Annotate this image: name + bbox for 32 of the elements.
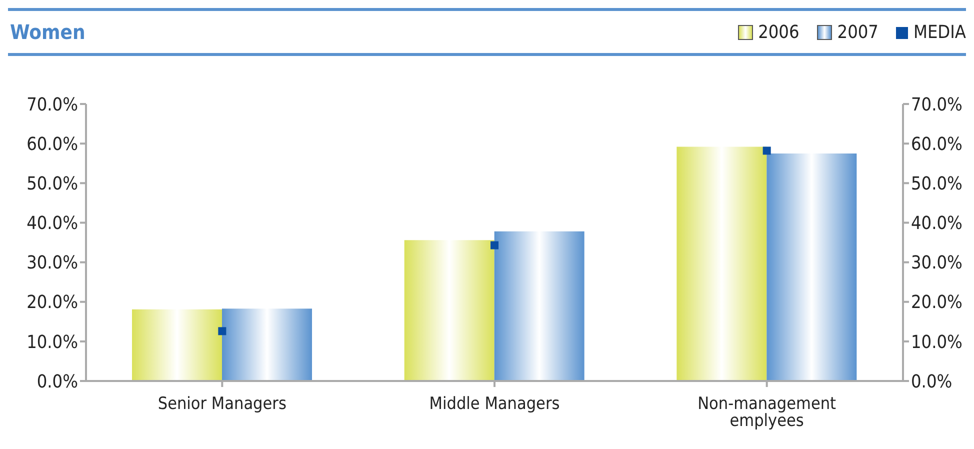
point [762, 146, 771, 155]
y2-tick-label: 60.0% [911, 134, 962, 155]
y-tick-label: 50.0% [26, 174, 78, 195]
y-tick-label: 10.0% [26, 332, 78, 353]
y-tick-label: 70.0% [26, 94, 78, 116]
bar [132, 309, 222, 381]
x-tick-label: Senior Managers [158, 394, 286, 414]
x-tick-label: Non-management emplyees [698, 394, 836, 432]
y2-tick-label: 0.0% [911, 371, 952, 392]
bar [766, 153, 857, 381]
y2-tick-label: 50.0% [911, 174, 962, 195]
legend-label: 2006 [757, 22, 800, 42]
y2-tick-label: 40.0% [911, 213, 962, 234]
y2-tick-label: 10.0% [911, 332, 962, 353]
legend-label: 2007 [836, 22, 878, 42]
y-tick-label: 40.0% [26, 213, 78, 234]
y-tick-label: 30.0% [26, 252, 78, 274]
bar [404, 240, 494, 381]
y2-tick-label: 70.0% [911, 94, 962, 116]
point [490, 241, 498, 250]
y2-tick-label: 20.0% [911, 292, 962, 314]
x-tick-label: Middle Managers [429, 394, 560, 414]
y-tick-label: 0.0% [36, 371, 78, 392]
bar [676, 146, 767, 381]
bar [494, 231, 584, 381]
y2-tick-label: 30.0% [911, 252, 962, 274]
point [218, 327, 226, 336]
chart-title: Women [10, 20, 86, 44]
legend-label: MEDIA [912, 22, 966, 42]
y-tick-label: 60.0% [26, 134, 78, 155]
y-tick-label: 20.0% [26, 292, 78, 314]
bar [222, 308, 312, 381]
